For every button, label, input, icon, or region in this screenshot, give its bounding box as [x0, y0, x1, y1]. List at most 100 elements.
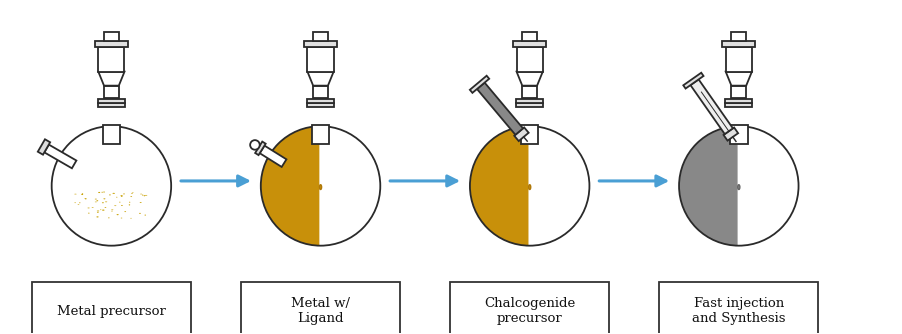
Ellipse shape [97, 200, 98, 201]
Polygon shape [261, 126, 319, 246]
Bar [732, 86, 746, 98]
Bar [521, 125, 538, 144]
FancyBboxPatch shape [32, 282, 191, 334]
Bar [723, 41, 755, 47]
Ellipse shape [121, 196, 123, 197]
Ellipse shape [529, 185, 530, 189]
Bar [522, 86, 537, 98]
Bar [725, 99, 752, 103]
Ellipse shape [143, 195, 145, 196]
Text: Metal w/
Ligand: Metal w/ Ligand [291, 297, 350, 325]
Ellipse shape [81, 194, 83, 195]
Ellipse shape [108, 217, 109, 218]
Ellipse shape [143, 195, 145, 196]
Bar [517, 47, 543, 72]
Ellipse shape [105, 207, 106, 208]
Ellipse shape [140, 202, 142, 203]
Bar [103, 125, 120, 144]
Bar [307, 103, 334, 107]
Polygon shape [726, 72, 752, 86]
Bar [726, 47, 752, 72]
Ellipse shape [145, 195, 147, 196]
Bar [725, 103, 752, 107]
Polygon shape [44, 145, 77, 168]
Bar [513, 41, 547, 47]
Ellipse shape [101, 192, 103, 193]
Polygon shape [723, 128, 738, 141]
Ellipse shape [85, 198, 87, 199]
FancyBboxPatch shape [659, 282, 818, 334]
Ellipse shape [131, 193, 133, 194]
Ellipse shape [102, 209, 105, 211]
Polygon shape [38, 139, 51, 155]
Ellipse shape [98, 192, 100, 193]
Bar [313, 32, 328, 41]
Bar [104, 86, 119, 98]
Bar [730, 125, 748, 144]
Ellipse shape [119, 202, 121, 203]
Bar [522, 32, 537, 41]
Polygon shape [514, 128, 529, 141]
Bar [307, 99, 334, 103]
Ellipse shape [139, 213, 141, 214]
FancyBboxPatch shape [450, 282, 610, 334]
Ellipse shape [75, 202, 76, 203]
FancyBboxPatch shape [241, 282, 400, 334]
Ellipse shape [142, 194, 143, 196]
Bar [304, 41, 337, 47]
Ellipse shape [116, 214, 119, 215]
Ellipse shape [319, 185, 322, 189]
Text: Chalcogenide
precursor: Chalcogenide precursor [484, 297, 575, 325]
Bar [104, 32, 119, 41]
Ellipse shape [113, 193, 115, 194]
Bar [313, 86, 328, 98]
Ellipse shape [115, 205, 116, 206]
Ellipse shape [105, 201, 107, 202]
Bar [98, 99, 124, 103]
Polygon shape [684, 73, 704, 89]
Ellipse shape [129, 204, 130, 205]
Bar [98, 47, 124, 72]
Bar [516, 99, 543, 103]
Bar [516, 103, 543, 107]
Ellipse shape [104, 198, 106, 199]
Ellipse shape [120, 195, 123, 196]
Bar [732, 32, 746, 41]
Text: Metal precursor: Metal precursor [57, 305, 166, 318]
Bar [308, 47, 334, 72]
Ellipse shape [738, 185, 740, 189]
Polygon shape [470, 126, 529, 246]
Polygon shape [308, 72, 334, 86]
Bar [312, 125, 329, 144]
Polygon shape [260, 146, 287, 167]
Ellipse shape [111, 209, 114, 210]
Ellipse shape [124, 211, 126, 212]
Polygon shape [679, 126, 738, 246]
Ellipse shape [85, 198, 87, 199]
Ellipse shape [109, 194, 111, 195]
Polygon shape [98, 72, 124, 86]
Ellipse shape [104, 191, 105, 193]
Bar [95, 41, 128, 47]
Ellipse shape [79, 202, 80, 203]
Ellipse shape [97, 210, 99, 211]
Ellipse shape [123, 193, 125, 194]
Ellipse shape [92, 207, 94, 208]
Polygon shape [517, 72, 543, 86]
Polygon shape [470, 76, 489, 93]
Ellipse shape [97, 216, 98, 217]
Ellipse shape [82, 193, 83, 194]
Bar [98, 103, 124, 107]
Ellipse shape [97, 212, 98, 213]
Ellipse shape [78, 204, 79, 205]
Polygon shape [477, 82, 523, 135]
Ellipse shape [102, 202, 104, 203]
Ellipse shape [100, 209, 101, 210]
Ellipse shape [131, 196, 132, 197]
Polygon shape [690, 79, 733, 134]
Ellipse shape [129, 202, 130, 203]
Text: Fast injection
and Synthesis: Fast injection and Synthesis [692, 297, 786, 325]
Ellipse shape [121, 205, 123, 206]
Polygon shape [255, 142, 266, 155]
Circle shape [250, 140, 260, 150]
